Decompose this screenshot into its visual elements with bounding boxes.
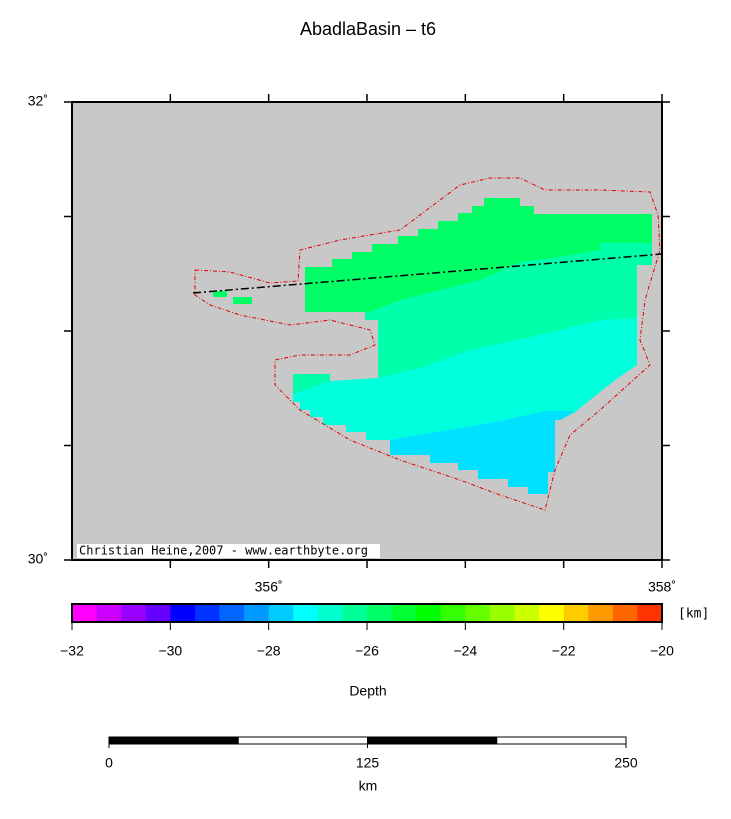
scalebar-tick-label: 250	[614, 755, 638, 771]
colorbar-swatch	[539, 604, 565, 622]
colorbar-tick-label: −26	[355, 643, 379, 659]
scalebar-tick-label: 125	[356, 755, 380, 771]
scalebar-unit: km	[359, 778, 378, 794]
scalebar-segment	[367, 736, 498, 745]
colorbar-unit: [km]	[678, 607, 709, 622]
scalebar-tick-label: 0	[105, 755, 113, 771]
colorbar-swatch	[317, 604, 343, 622]
scalebar-segment	[496, 736, 627, 745]
colorbar-swatch	[416, 604, 442, 622]
colorbar-swatch	[244, 604, 270, 622]
section-line	[192, 253, 663, 294]
colorbar-tick-label: −20	[650, 643, 674, 659]
colorbar-swatch	[465, 604, 491, 622]
credit-box	[77, 544, 380, 558]
y-tick-label: 32˚	[28, 93, 48, 109]
title: AbadlaBasin – t6	[300, 19, 436, 39]
colorbar-swatch	[391, 604, 417, 622]
colorbar-swatch	[514, 604, 540, 622]
colorbar-swatch	[293, 604, 319, 622]
colorbar-swatch	[563, 604, 589, 622]
colorbar-label: Depth	[349, 683, 386, 699]
colorbar-swatch	[219, 604, 245, 622]
colorbar-swatch	[588, 604, 614, 622]
basin-outline	[194, 177, 661, 511]
raster-region	[390, 411, 575, 494]
depth-raster	[213, 198, 652, 494]
colorbar-tick-label: −30	[158, 643, 182, 659]
colorbar-tick-label: −24	[453, 643, 477, 659]
raster-region	[305, 198, 652, 312]
colorbar-swatch	[440, 604, 466, 622]
y-tick-label: 30˚	[28, 551, 48, 567]
raster-cell	[213, 291, 227, 297]
colorbar-swatch	[342, 604, 368, 622]
colorbar-swatch	[268, 604, 294, 622]
colorbar-tick-label: −32	[60, 643, 84, 659]
colorbar-tick-label: −28	[257, 643, 281, 659]
raster-cell	[233, 297, 252, 304]
colorbar-swatch	[170, 604, 196, 622]
colorbar-swatch	[637, 604, 663, 622]
colorbar-swatch	[121, 604, 147, 622]
x-tick-label: 358˚	[648, 579, 676, 595]
colorbar-swatch	[96, 604, 122, 622]
scalebar-segment	[237, 736, 368, 745]
scalebar-segment	[108, 736, 239, 745]
colorbar-swatch	[72, 604, 98, 622]
credit: Christian Heine,2007 - www.earthbyte.org	[79, 544, 368, 558]
colorbar-swatch	[489, 604, 515, 622]
colorbar-swatch	[367, 604, 393, 622]
colorbar-swatch	[145, 604, 171, 622]
colorbar-swatch	[612, 604, 638, 622]
x-tick-label: 356˚	[255, 579, 283, 595]
colorbar-swatch	[194, 604, 220, 622]
colorbar-tick-label: −22	[552, 643, 576, 659]
